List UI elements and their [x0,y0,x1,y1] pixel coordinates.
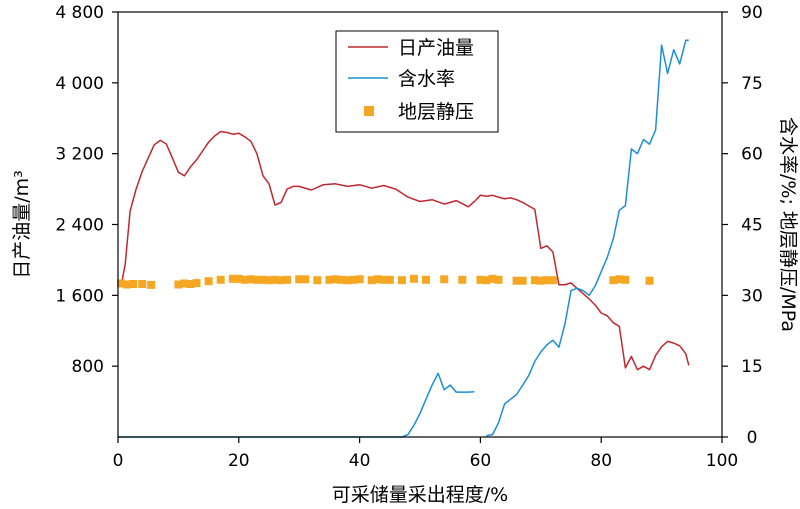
legend-label-pressure: 地层静压 [398,101,474,123]
pressure-marker [138,280,147,288]
pressure-marker [174,280,183,289]
y-axis-right-title: 含水率/%; 地层静压/MPa [777,117,799,332]
y-left-tick-label: 2 400 [55,216,104,236]
y-right-tick-label: 0 [747,428,758,448]
pressure-marker [240,275,249,284]
pressure-marker [331,275,340,284]
x-tick-label: 40 [349,451,371,471]
legend-box [335,30,499,133]
pressure-marker [512,276,521,285]
series-line-water-cut [486,39,689,437]
y-right-tick-label: 15 [741,357,763,377]
pressure-marker [397,276,406,285]
pressure-marker [542,276,551,285]
y-left-tick-label: 3 200 [55,145,104,165]
y-axis-left-title: 日产油量/m³ [11,170,33,279]
x-tick-label: 0 [113,451,124,471]
legend-label-oil-rate: 日产油量 [398,37,474,59]
pressure-marker [621,275,630,284]
legend-label-water-cut: 含水率 [398,68,455,90]
pressure-marker [476,275,485,284]
pressure-marker [252,275,261,284]
pressure-marker [129,280,138,288]
pressure-marker [548,276,557,285]
pressure-marker [265,276,273,285]
legend: 日产油量 含水率 地层静压 [335,30,499,133]
x-tick-label: 20 [228,451,250,471]
pressure-marker [458,275,467,284]
pressure-marker [117,279,125,288]
y-left-tick-label: 800 [72,357,104,377]
y-right-tick-label: 60 [741,145,763,165]
x-tick-label: 60 [470,451,492,471]
tick-layer: 0 20 40 60 80 100 800 1 600 2 400 3 200 4 000 4 800… [55,3,762,471]
y-left-tick-label: 4 800 [55,3,104,23]
pressure-marker [518,276,527,285]
pressure-marker [494,275,503,284]
pressure-marker [192,279,201,288]
y-right-tick-label: 30 [741,286,763,306]
pressure-marker [295,275,304,284]
pressure-marker [271,275,279,284]
pressure-marker [373,275,382,284]
pressure-marker [259,275,267,284]
pressure-marker [147,280,156,289]
pressure-marker [301,275,310,284]
pressure-marker [379,275,388,284]
pressure-marker [180,279,189,288]
pressure-marker [246,275,255,284]
series-line-water-cut [118,372,475,438]
pressure-marker [645,276,654,285]
pressure-marker [343,276,352,285]
pressure-marker [488,274,497,283]
pressure-marker [313,276,322,285]
plot-content [117,39,690,438]
legend-swatch-pressure [364,106,374,116]
pressure-marker [530,276,539,285]
pressure-marker [277,276,286,285]
y-right-tick-label: 45 [741,216,763,236]
pressure-marker [367,276,376,285]
x-axis-title: 可采储量采出程度/% [332,484,508,506]
pressure-marker [536,276,545,285]
pressure-marker [410,274,418,283]
pressure-marker [422,275,430,284]
pressure-marker [355,275,364,284]
y-right-tick-label: 90 [741,3,763,23]
pressure-marker [349,275,358,284]
pressure-marker [283,275,292,284]
pressure-marker [234,274,243,283]
x-tick-label: 80 [590,451,612,471]
pressure-marker [123,280,132,289]
pressure-marker [228,274,237,283]
pressure-marker [337,275,346,284]
pressure-marker [216,275,225,284]
x-tick-label: 100 [706,451,738,471]
pressure-marker [325,275,334,284]
pressure-marker [204,277,213,286]
pressure-marker [385,275,394,284]
series-line-oil-rate [120,130,690,371]
y-left-tick-label: 1 600 [55,286,104,306]
pressure-marker [440,275,449,284]
y-left-tick-label: 4 000 [55,74,104,94]
pressure-marker [609,276,618,285]
pressure-marker [615,275,624,284]
pressure-marker [186,280,195,288]
y-right-tick-label: 75 [741,74,763,94]
pressure-marker [482,276,491,285]
